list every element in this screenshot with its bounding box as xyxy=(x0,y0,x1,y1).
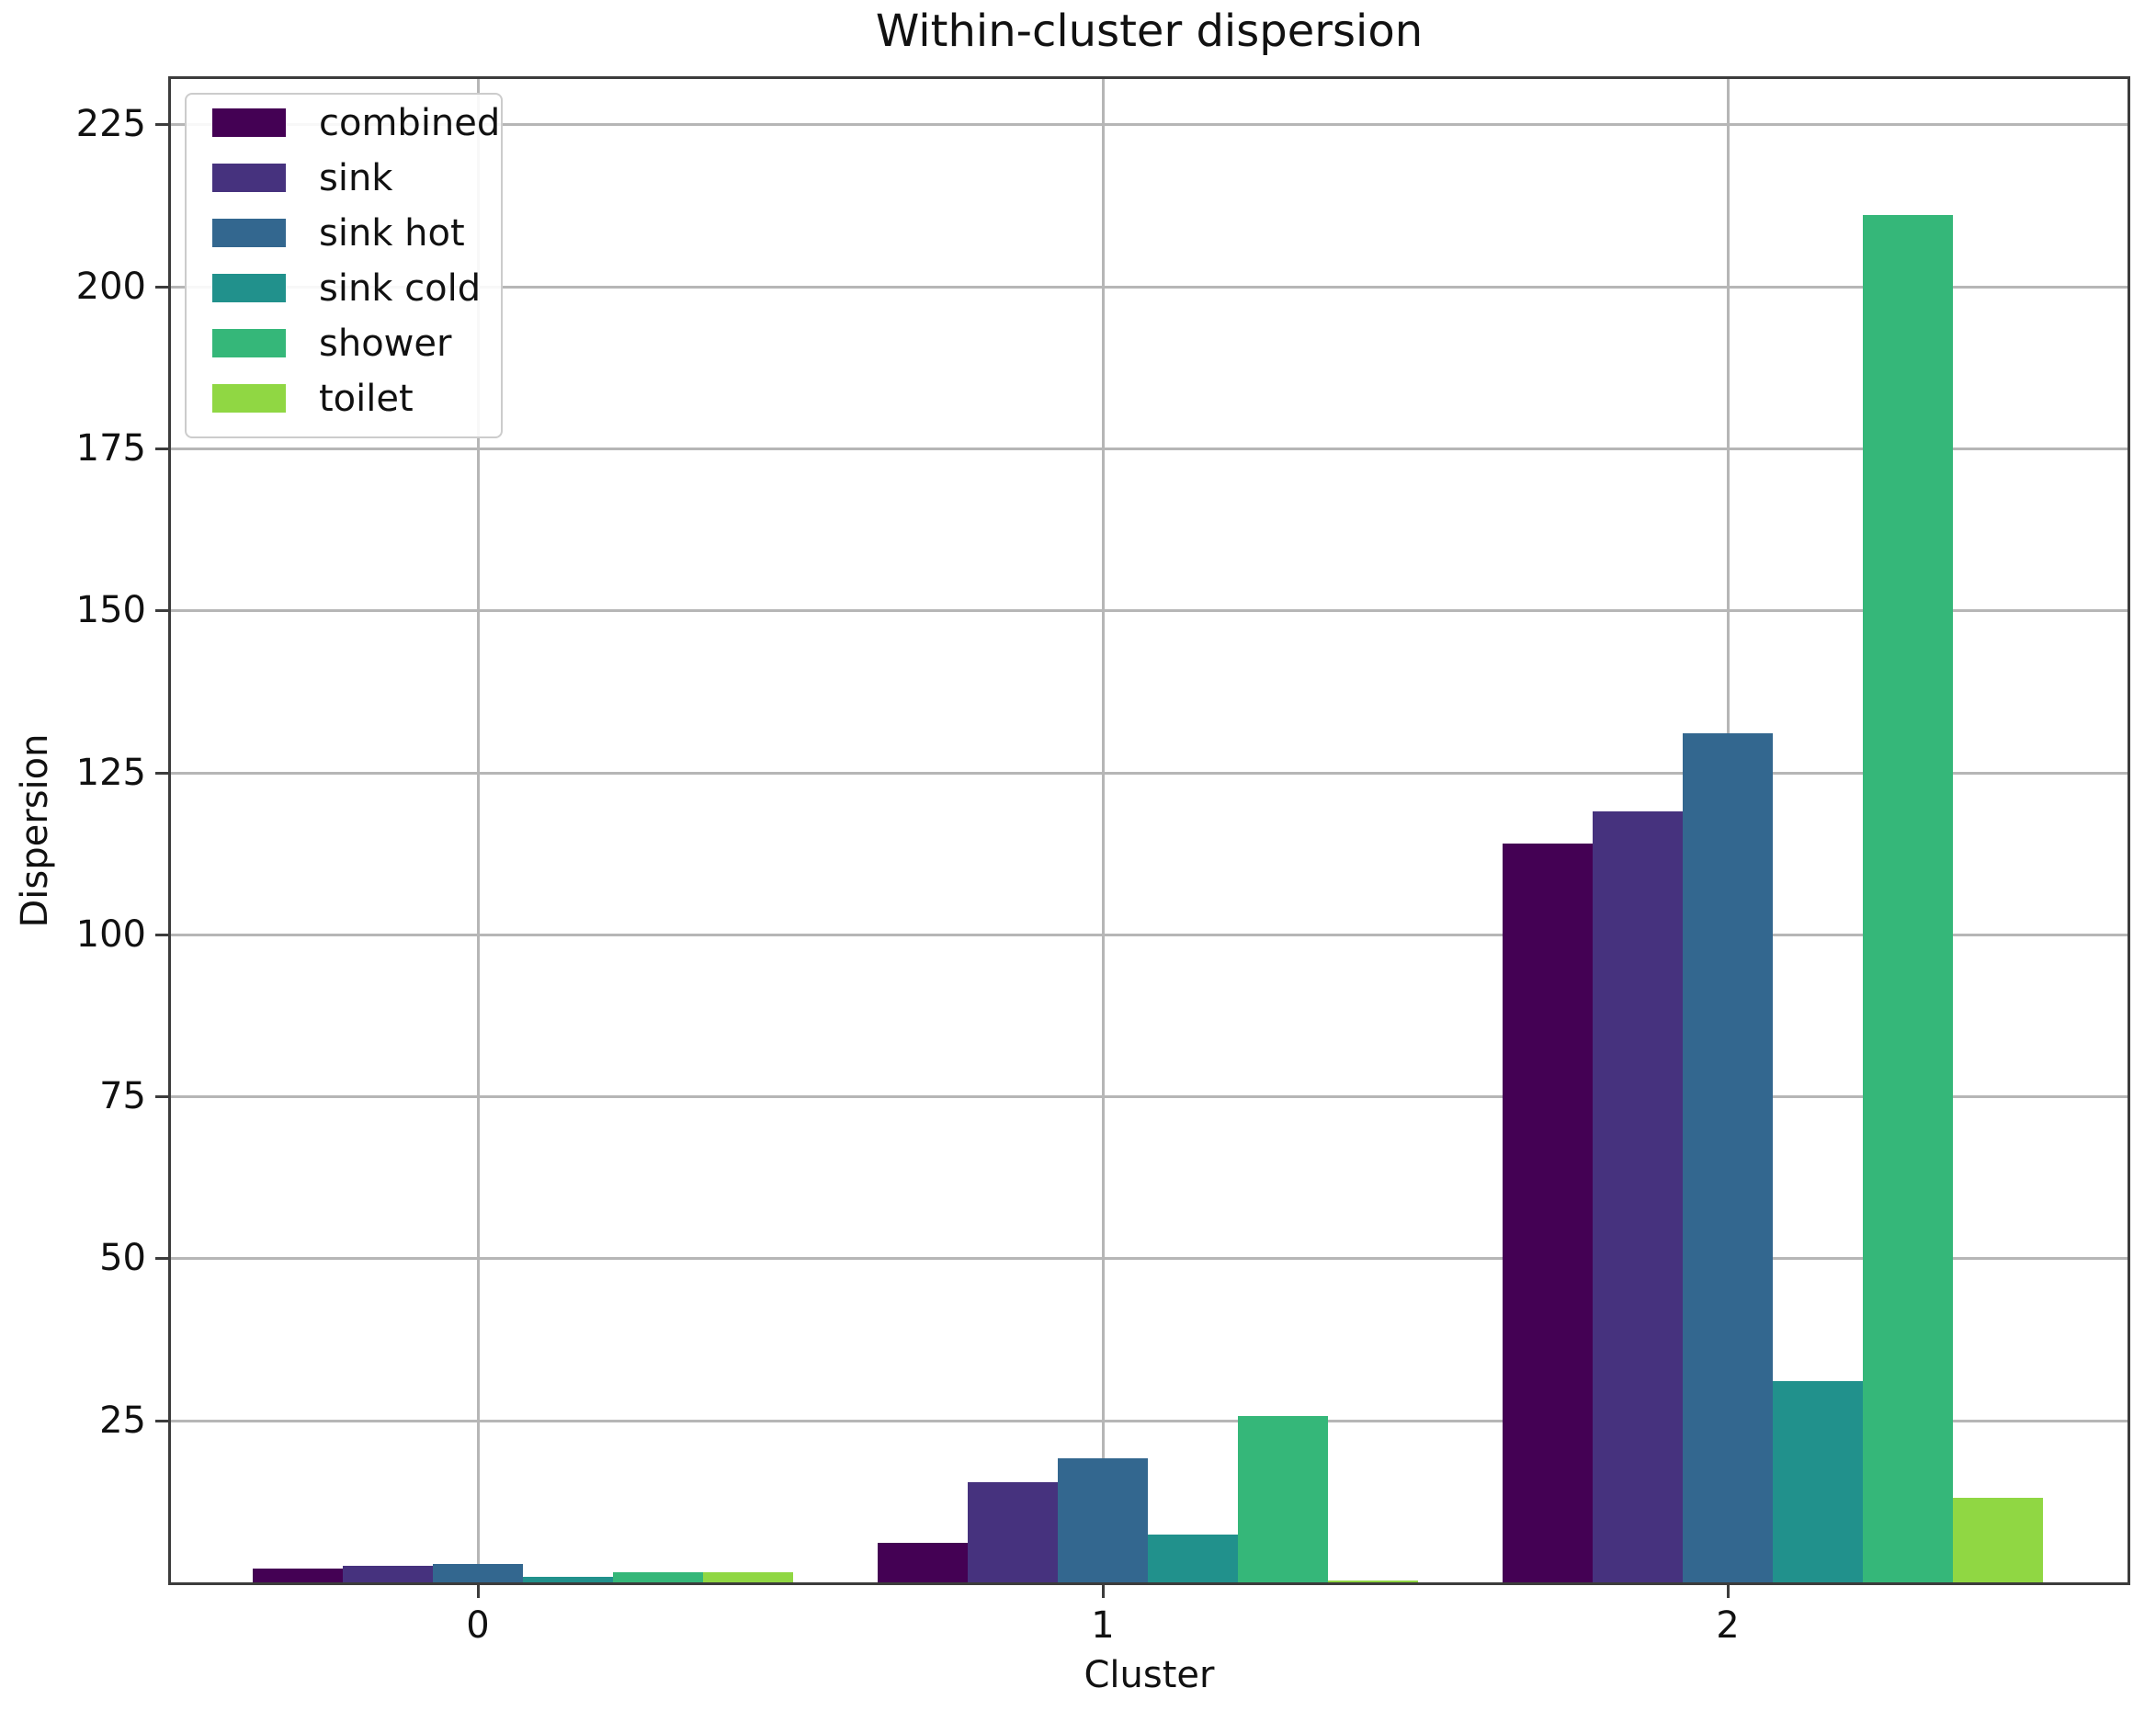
x-axis-label: Cluster xyxy=(1084,1654,1215,1696)
legend-swatch-sink xyxy=(212,164,286,192)
x-tick-mark-1 xyxy=(1102,1585,1105,1598)
legend-box: combined sink sink hot sink cold shower toile… xyxy=(185,93,503,438)
y-tick-label-150: 150 xyxy=(75,589,146,632)
legend-swatch-shower xyxy=(212,329,286,357)
x-gridline-1 xyxy=(1102,79,1105,1582)
bar-sink-cluster-0 xyxy=(343,1566,433,1582)
legend-label-sink-hot: sink hot xyxy=(319,212,465,255)
y-tick-label-125: 125 xyxy=(75,751,146,794)
y-tick-label-200: 200 xyxy=(75,265,146,308)
bar-sink-cold-cluster-2 xyxy=(1773,1381,1863,1582)
legend-label-shower: shower xyxy=(319,323,452,365)
legend-swatch-sink-cold xyxy=(212,274,286,302)
y-axis-label: Dispersion xyxy=(14,733,56,928)
legend-item-sink-hot: sink hot xyxy=(187,205,501,260)
legend-item-sink-cold: sink cold xyxy=(187,260,501,315)
y-tick-label-50: 50 xyxy=(99,1237,146,1280)
bar-sink-hot-cluster-1 xyxy=(1058,1458,1148,1582)
y-gridline-200 xyxy=(171,285,2128,289)
x-tick-mark-2 xyxy=(1727,1585,1730,1598)
y-tick-label-25: 25 xyxy=(99,1399,146,1442)
legend-swatch-combined xyxy=(212,108,286,137)
y-tick-mark-75 xyxy=(155,1095,168,1099)
x-tick-mark-0 xyxy=(477,1585,480,1598)
y-gridline-25 xyxy=(171,1419,2128,1422)
y-tick-mark-225 xyxy=(155,123,168,127)
bar-sink-hot-cluster-2 xyxy=(1683,733,1773,1582)
bar-shower-cluster-1 xyxy=(1238,1416,1328,1582)
y-gridline-100 xyxy=(171,933,2128,936)
x-tick-label-2: 2 xyxy=(1716,1604,1740,1647)
legend-swatch-sink-hot xyxy=(212,219,286,247)
x-tick-label-1: 1 xyxy=(1091,1604,1115,1647)
legend-item-shower: shower xyxy=(187,315,501,370)
y-tick-label-225: 225 xyxy=(75,103,146,146)
bar-sink-cluster-1 xyxy=(968,1482,1058,1582)
y-gridline-175 xyxy=(171,447,2128,450)
legend-label-sink: sink xyxy=(319,157,393,199)
bar-combined-cluster-0 xyxy=(253,1569,343,1582)
bar-sink-hot-cluster-0 xyxy=(433,1564,523,1582)
legend-label-sink-cold: sink cold xyxy=(319,267,482,310)
y-gridline-150 xyxy=(171,609,2128,613)
bar-sink-cold-cluster-1 xyxy=(1148,1535,1238,1582)
bar-toilet-cluster-0 xyxy=(703,1572,793,1582)
y-tick-label-75: 75 xyxy=(99,1075,146,1118)
y-tick-label-175: 175 xyxy=(75,426,146,470)
bar-combined-cluster-1 xyxy=(878,1543,968,1582)
y-tick-mark-25 xyxy=(155,1419,168,1422)
x-tick-label-0: 0 xyxy=(466,1604,490,1647)
legend-label-combined: combined xyxy=(319,102,501,144)
bar-shower-cluster-2 xyxy=(1863,215,1953,1582)
bar-combined-cluster-2 xyxy=(1503,844,1593,1582)
legend-item-combined: combined xyxy=(187,95,501,150)
y-gridline-50 xyxy=(171,1257,2128,1261)
y-tick-mark-150 xyxy=(155,609,168,613)
legend-item-toilet: toilet xyxy=(187,370,501,425)
chart-title: Within-cluster dispersion xyxy=(875,6,1424,57)
y-tick-mark-200 xyxy=(155,285,168,289)
legend-swatch-toilet xyxy=(212,384,286,413)
bar-sink-cluster-2 xyxy=(1593,811,1683,1582)
bar-toilet-cluster-1 xyxy=(1328,1581,1418,1582)
y-gridline-225 xyxy=(171,123,2128,127)
legend-label-toilet: toilet xyxy=(319,378,414,420)
bar-shower-cluster-0 xyxy=(613,1572,703,1582)
bar-sink-cold-cluster-0 xyxy=(523,1577,613,1582)
y-tick-mark-100 xyxy=(155,933,168,936)
legend-item-sink: sink xyxy=(187,150,501,205)
y-gridline-75 xyxy=(171,1095,2128,1099)
y-tick-mark-175 xyxy=(155,447,168,450)
plot-area: combined sink sink hot sink cold shower toile… xyxy=(168,76,2130,1585)
y-gridline-125 xyxy=(171,771,2128,775)
y-tick-mark-125 xyxy=(155,771,168,775)
bar-toilet-cluster-2 xyxy=(1953,1498,2043,1582)
y-tick-mark-50 xyxy=(155,1257,168,1261)
x-gridline-0 xyxy=(477,79,480,1582)
y-tick-label-100: 100 xyxy=(75,912,146,956)
